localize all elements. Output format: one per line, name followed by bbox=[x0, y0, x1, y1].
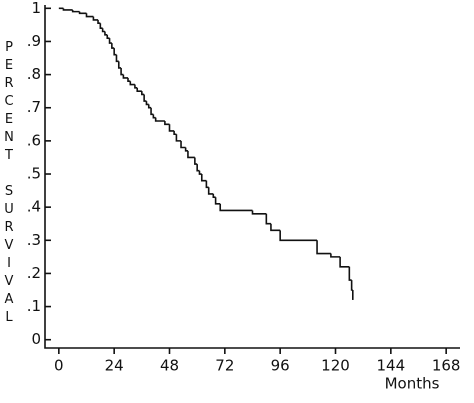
x-tick-label: 120 bbox=[321, 357, 350, 375]
survival-step bbox=[330, 253, 341, 258]
survival-step bbox=[265, 213, 271, 225]
survival-step bbox=[279, 230, 318, 242]
axis-line bbox=[44, 5, 460, 349]
survival-step bbox=[120, 67, 124, 76]
survival-step bbox=[175, 134, 182, 142]
x-tick-label: 48 bbox=[160, 357, 179, 375]
survival-step bbox=[316, 240, 331, 255]
survival-step bbox=[127, 77, 131, 83]
survival-step bbox=[198, 170, 202, 175]
survival-step bbox=[219, 203, 253, 212]
survival-step bbox=[104, 31, 108, 36]
survival-step bbox=[101, 28, 105, 33]
survival-step bbox=[85, 13, 94, 18]
x-tick-label: 72 bbox=[215, 357, 234, 375]
survival-step bbox=[205, 180, 209, 189]
survival-step bbox=[122, 74, 128, 79]
survival-step bbox=[92, 16, 99, 21]
survival-step bbox=[350, 280, 353, 291]
survival-step bbox=[99, 23, 103, 29]
survival-step bbox=[134, 84, 138, 89]
y-tick-label: .8 bbox=[27, 65, 41, 83]
survival-step bbox=[115, 54, 119, 63]
survival-step bbox=[348, 266, 352, 281]
survival-step bbox=[108, 38, 112, 44]
survival-step bbox=[78, 11, 87, 15]
survival-step bbox=[143, 94, 147, 102]
survival-step bbox=[194, 157, 198, 165]
survival-step bbox=[207, 187, 214, 195]
y-tick-label: .6 bbox=[27, 131, 41, 149]
survival-step bbox=[212, 193, 216, 199]
survival-step bbox=[180, 140, 186, 149]
survival-step bbox=[339, 256, 350, 268]
y-tick-label: .7 bbox=[27, 98, 41, 116]
survival-step bbox=[62, 8, 73, 11]
survival-step bbox=[164, 120, 170, 126]
survival-step bbox=[117, 61, 122, 69]
y-tick-label: .5 bbox=[27, 165, 41, 183]
y-tick-label: .1 bbox=[27, 297, 41, 315]
x-tick-label: 24 bbox=[105, 357, 124, 375]
survival-step bbox=[129, 81, 135, 86]
survival-step bbox=[141, 91, 145, 96]
survival-step bbox=[136, 87, 142, 92]
x-tick-label: 0 bbox=[54, 357, 64, 375]
survival-step bbox=[71, 9, 80, 13]
survival-step bbox=[147, 104, 152, 109]
x-tick-label: 144 bbox=[377, 357, 406, 375]
x-tick-label: 168 bbox=[432, 357, 461, 375]
survival-step bbox=[270, 223, 281, 232]
y-tick-label: 1 bbox=[31, 0, 41, 17]
survival-step bbox=[150, 107, 154, 116]
survival-step bbox=[145, 101, 149, 106]
y-tick-label: .9 bbox=[27, 32, 41, 50]
survival-step bbox=[106, 34, 110, 39]
survival-step bbox=[184, 147, 188, 152]
y-tick-label: .2 bbox=[27, 264, 41, 282]
survival-step bbox=[168, 124, 175, 132]
y-axis-label: PERCENT SURVIVAL bbox=[2, 40, 17, 328]
survival-step bbox=[173, 130, 177, 136]
survival-step bbox=[251, 210, 267, 215]
survival-step bbox=[200, 174, 207, 182]
x-axis-label: Months bbox=[385, 375, 440, 393]
survival-step bbox=[214, 197, 221, 205]
y-tick-label: .4 bbox=[27, 198, 41, 216]
x-tick-label: 96 bbox=[271, 357, 290, 375]
survival-step bbox=[152, 114, 156, 119]
survival-step bbox=[111, 43, 115, 49]
survival-step bbox=[196, 164, 200, 172]
survival-step bbox=[113, 48, 117, 56]
y-tick-label: 0 bbox=[31, 330, 41, 348]
survival-step bbox=[154, 117, 165, 122]
survival-step bbox=[97, 19, 101, 25]
y-tick-label: .3 bbox=[27, 231, 41, 249]
survival-step bbox=[187, 150, 195, 159]
